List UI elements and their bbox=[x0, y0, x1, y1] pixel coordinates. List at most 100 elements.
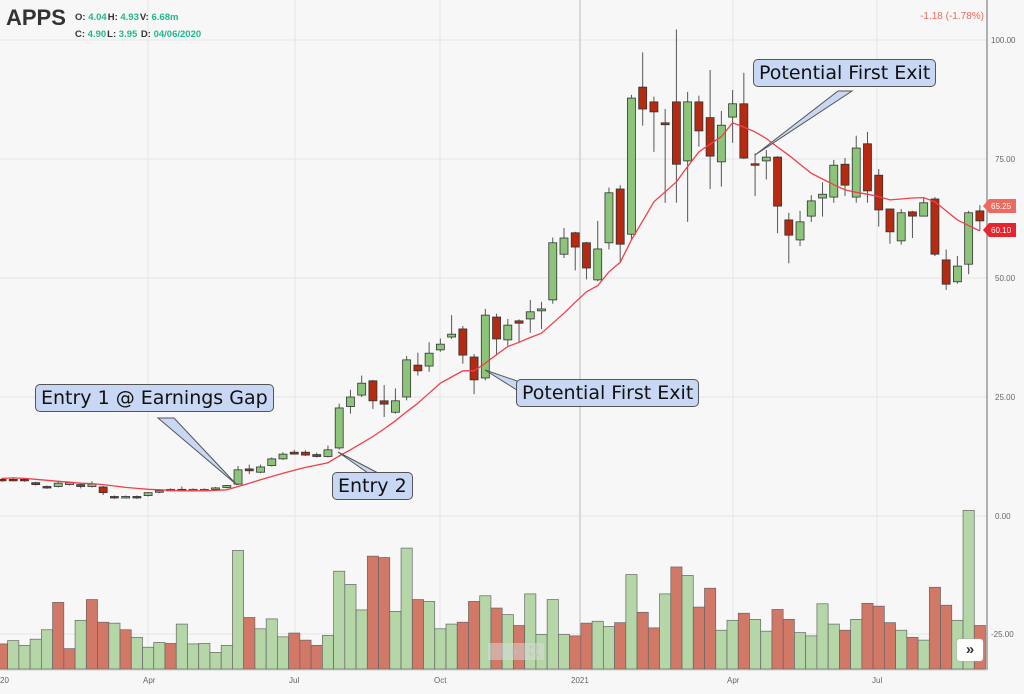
candle bbox=[469, 354, 479, 395]
volume-bar bbox=[614, 622, 627, 670]
low-value: 3.95 bbox=[118, 29, 138, 40]
candle bbox=[672, 29, 681, 203]
volume-bar bbox=[74, 619, 87, 670]
volume-bar bbox=[18, 644, 31, 670]
candle bbox=[0, 477, 7, 482]
candle-body bbox=[874, 174, 884, 211]
volume-bar bbox=[884, 622, 896, 670]
volume-bar bbox=[861, 602, 874, 670]
volume-bar bbox=[704, 587, 717, 670]
last-price-value: 65.25 bbox=[991, 202, 1012, 211]
candle-body bbox=[20, 478, 29, 482]
price-tick: 50.00 bbox=[995, 274, 1016, 283]
candle bbox=[480, 308, 490, 381]
volume-bar bbox=[7, 640, 20, 670]
candle bbox=[424, 342, 434, 372]
volume-bar bbox=[524, 593, 537, 670]
candle bbox=[548, 237, 558, 304]
candle-body bbox=[76, 484, 86, 487]
volume-bar bbox=[917, 639, 930, 670]
candle-body bbox=[851, 147, 861, 198]
candle-body bbox=[402, 359, 412, 398]
candle-body bbox=[548, 242, 558, 301]
candle-body bbox=[8, 478, 18, 482]
volume-bar bbox=[839, 629, 851, 670]
candle-body bbox=[379, 400, 389, 405]
volume-bar bbox=[198, 643, 211, 670]
candle bbox=[413, 352, 423, 376]
candle-body bbox=[154, 490, 164, 493]
candle-body bbox=[480, 314, 490, 379]
candle bbox=[683, 91, 693, 222]
candle bbox=[368, 379, 378, 409]
candle bbox=[896, 208, 906, 245]
volume-bar bbox=[872, 605, 885, 670]
volume-bar bbox=[142, 646, 155, 670]
volume-bar bbox=[97, 621, 110, 670]
candle bbox=[761, 149, 771, 180]
ma-price-label: 60.10 bbox=[983, 223, 1016, 237]
volume-bar bbox=[591, 620, 604, 670]
reset-zoom-button[interactable]: ⛶ bbox=[530, 644, 539, 658]
scroll-right-button[interactable]: » bbox=[957, 639, 983, 661]
zoom-out-button[interactable]: − bbox=[493, 644, 501, 659]
candle-body bbox=[761, 156, 771, 162]
volume-bar bbox=[625, 574, 638, 670]
volume-bar bbox=[130, 636, 143, 670]
candle-body bbox=[424, 352, 434, 367]
volume-bar bbox=[782, 619, 795, 670]
candle bbox=[975, 205, 985, 231]
volume-bar bbox=[670, 566, 683, 670]
candle-body bbox=[368, 380, 378, 402]
zoom-in-button[interactable]: + bbox=[511, 644, 519, 659]
candle-body bbox=[42, 486, 52, 489]
candle bbox=[525, 299, 535, 333]
candle bbox=[638, 52, 648, 126]
candle bbox=[537, 301, 546, 329]
callout-potential-exit-2: Potential First Exit bbox=[753, 59, 937, 87]
volume-bar bbox=[153, 642, 166, 670]
volume-bar bbox=[0, 643, 8, 670]
volume-bar bbox=[647, 627, 660, 670]
candle-body bbox=[559, 237, 569, 255]
candle bbox=[660, 109, 670, 203]
candle bbox=[953, 256, 962, 284]
candle bbox=[874, 168, 884, 227]
close-label: C: bbox=[75, 29, 86, 40]
price-tick: 25.00 bbox=[995, 393, 1016, 402]
zoom-controls: − + ⛶ bbox=[488, 643, 544, 660]
volume-bar bbox=[366, 555, 379, 670]
candle-body bbox=[705, 117, 715, 157]
candle bbox=[818, 182, 827, 217]
candle-body bbox=[593, 248, 603, 281]
candle bbox=[42, 485, 52, 489]
candle bbox=[694, 95, 704, 147]
candle-body bbox=[672, 101, 681, 165]
candle-body bbox=[683, 101, 693, 162]
close-value: 4.90 bbox=[87, 29, 107, 40]
candle-body bbox=[638, 86, 648, 110]
volume-bar bbox=[636, 611, 649, 670]
candle-body bbox=[930, 198, 940, 255]
volume-bar bbox=[501, 614, 514, 670]
low-label: L: bbox=[107, 29, 117, 40]
candle bbox=[829, 159, 839, 203]
volume-bar bbox=[771, 609, 784, 670]
candle-body bbox=[98, 486, 108, 494]
volume-bar bbox=[580, 622, 593, 670]
candle-body bbox=[728, 103, 737, 118]
candle bbox=[773, 156, 782, 234]
candle bbox=[390, 388, 400, 414]
candle bbox=[346, 389, 355, 414]
candle bbox=[334, 403, 344, 450]
callout-potential-exit-1: Potential First Exit bbox=[516, 379, 700, 407]
candle-body bbox=[53, 482, 63, 487]
volume-bar bbox=[310, 644, 323, 670]
volume-bar bbox=[322, 635, 334, 670]
candle-body bbox=[346, 396, 355, 407]
volume-bar bbox=[85, 599, 98, 670]
candle-body bbox=[267, 458, 277, 466]
candle-body bbox=[908, 211, 917, 217]
candle-body bbox=[514, 320, 524, 324]
